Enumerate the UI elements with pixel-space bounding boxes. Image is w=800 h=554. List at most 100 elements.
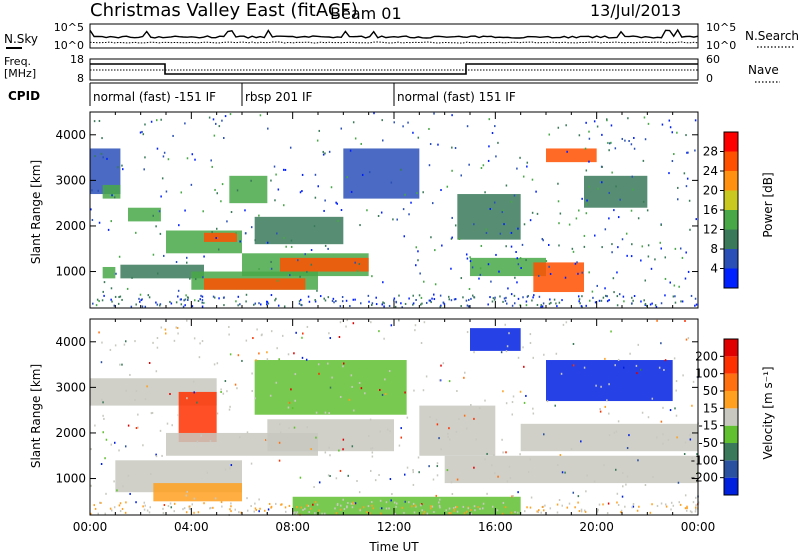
scatter-pixel — [482, 507, 484, 510]
scatter-pixel — [161, 454, 163, 457]
heatmap-cell — [457, 194, 521, 240]
scatter-pixel — [384, 393, 387, 396]
scatter-pixel — [258, 214, 260, 217]
scatter-pixel — [651, 503, 653, 506]
scatter-pixel — [137, 426, 139, 429]
scatter-pixel — [274, 199, 276, 202]
scatter-pixel — [451, 169, 453, 172]
scatter-pixel — [175, 261, 178, 264]
scatter-pixel — [148, 362, 151, 365]
colorbar-tick-label: 15 — [703, 401, 718, 415]
scatter-pixel — [358, 263, 361, 266]
scatter-pixel — [160, 326, 163, 329]
scatter-pixel — [450, 299, 453, 302]
scatter-pixel — [327, 296, 330, 299]
scatter-pixel — [327, 362, 329, 365]
scatter-pixel — [621, 137, 624, 140]
x-tick-label: 08:00 — [275, 520, 310, 534]
scatter-pixel — [139, 300, 141, 303]
scatter-pixel — [451, 493, 454, 496]
scatter-pixel — [374, 479, 377, 482]
scatter-pixel — [523, 401, 526, 404]
scatter-pixel — [135, 390, 138, 393]
scatter-pixel — [502, 300, 504, 303]
scatter-pixel — [429, 143, 432, 146]
scatter-pixel — [503, 297, 506, 300]
scatter-pixel — [668, 119, 671, 122]
beam-label: Beam 01 — [330, 4, 402, 23]
scatter-pixel — [308, 300, 311, 303]
scatter-pixel — [691, 404, 693, 407]
scatter-pixel — [254, 507, 257, 510]
scatter-pixel — [307, 504, 310, 507]
scatter-pixel — [615, 430, 618, 433]
scatter-pixel — [473, 296, 476, 299]
scatter-pixel — [111, 194, 113, 197]
scatter-pixel — [371, 451, 374, 454]
scatter-pixel — [692, 380, 695, 383]
x-tick-label: 20:00 — [579, 520, 614, 534]
scatter-pixel — [466, 331, 469, 334]
scatter-pixel — [186, 319, 188, 322]
scatter-pixel — [637, 459, 639, 462]
scatter-pixel — [621, 471, 624, 474]
scatter-pixel — [384, 378, 386, 381]
scatter-pixel — [674, 295, 676, 298]
scatter-pixel — [448, 298, 451, 301]
scatter-pixel — [460, 174, 462, 177]
scatter-pixel — [94, 155, 96, 158]
scatter-pixel — [270, 179, 272, 182]
scatter-pixel — [583, 366, 586, 369]
scatter-pixel — [463, 376, 465, 379]
scatter-pixel — [306, 270, 308, 273]
scatter-pixel — [180, 191, 183, 194]
scatter-pixel — [129, 373, 131, 376]
scatter-pixel — [595, 384, 597, 387]
scatter-pixel — [611, 171, 613, 174]
scatter-pixel — [400, 427, 402, 430]
scatter-pixel — [565, 124, 567, 127]
scatter-pixel — [222, 392, 225, 395]
scatter-pixel — [223, 136, 225, 139]
y-tick-label: 2000 — [55, 426, 86, 440]
scatter-pixel — [646, 209, 649, 212]
scatter-pixel — [604, 228, 607, 231]
scatter-pixel — [626, 475, 629, 478]
scatter-pixel — [401, 506, 403, 509]
scatter-pixel — [339, 504, 342, 507]
scatter-pixel — [465, 427, 468, 430]
scatter-pixel — [156, 346, 159, 349]
scatter-pixel — [513, 194, 516, 197]
scatter-pixel — [517, 511, 519, 514]
scatter-pixel — [395, 301, 398, 304]
scatter-pixel — [337, 219, 339, 222]
scatter-pixel — [182, 305, 185, 308]
scatter-pixel — [350, 502, 353, 505]
scatter-pixel — [119, 363, 121, 366]
scatter-pixel — [553, 298, 556, 301]
scatter-pixel — [302, 332, 304, 335]
scatter-pixel — [380, 507, 383, 510]
scatter-pixel — [676, 198, 679, 201]
scatter-pixel — [141, 130, 143, 133]
scatter-pixel — [678, 285, 680, 288]
scatter-pixel — [130, 305, 133, 308]
scatter-pixel — [100, 501, 102, 504]
scatter-pixel — [621, 495, 624, 498]
scatter-pixel — [322, 153, 325, 156]
scatter-pixel — [586, 199, 588, 202]
scatter-pixel — [673, 153, 675, 156]
scatter-pixel — [588, 185, 590, 188]
scatter-pixel — [143, 508, 146, 511]
scatter-pixel — [523, 365, 525, 368]
scatter-pixel — [486, 492, 488, 495]
scatter-pixel — [426, 512, 429, 515]
scatter-pixel — [91, 218, 94, 221]
scatter-pixel — [558, 244, 560, 247]
scatter-pixel — [448, 380, 451, 383]
scatter-pixel — [306, 325, 309, 328]
scatter-pixel — [644, 484, 647, 487]
scatter-pixel — [463, 414, 466, 417]
scatter-pixel — [636, 372, 638, 375]
scatter-pixel — [640, 300, 642, 303]
